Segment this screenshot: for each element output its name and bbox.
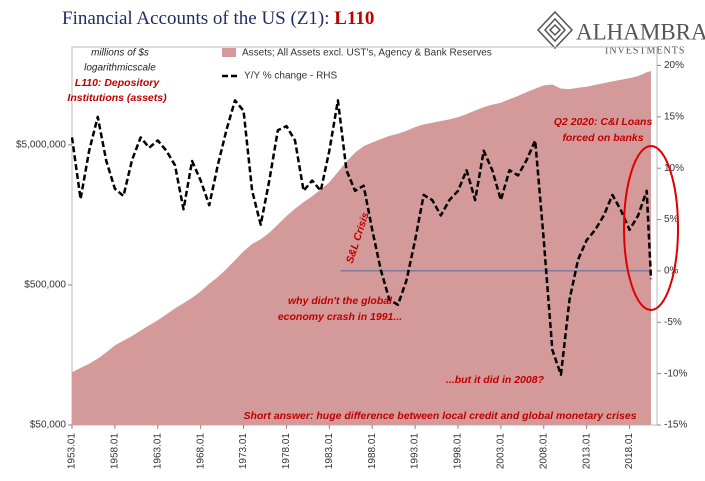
x-tick-label: 1973.01 [238, 433, 249, 470]
legend-label: Y/Y % change - RHS [244, 71, 338, 82]
y2-tick-label: 10% [664, 163, 684, 174]
legend-swatch [222, 48, 236, 57]
y-tick-label: $500,000 [24, 280, 66, 291]
annotation: millions of $s [91, 48, 149, 59]
plot: $50,000 $500,000 $5,000,000 20% 15% 10% 5% 0% -5… [16, 46, 687, 470]
x-tick-label: 1968.01 [195, 433, 206, 470]
x-tick-label: 2018.01 [624, 433, 635, 470]
y2-tick-label: -10% [664, 368, 687, 379]
line [70, 99, 653, 376]
annotation: logarithmicscale [84, 63, 156, 74]
annotation: why didn't the global [288, 295, 393, 307]
x-tick-label: 2003.01 [496, 433, 507, 470]
x-tick-label: 1978.01 [281, 433, 292, 470]
x-tick-label: 2013.01 [581, 433, 592, 470]
area [72, 71, 651, 426]
title-highlight: L110 [334, 8, 374, 29]
annotation: economy crash in 1991... [278, 311, 402, 323]
x-tick-label: 1998.01 [453, 433, 464, 470]
logo-icon [536, 10, 574, 50]
y-tick-label: $5,000,000 [16, 140, 66, 151]
annotation: Short answer: huge difference between lo… [243, 410, 636, 422]
x-tick-label: 1993.01 [410, 433, 421, 470]
annotation: Institutions (assets) [67, 92, 167, 104]
y2-tick-label: -5% [664, 317, 682, 328]
y2-tick-label: 15% [664, 111, 684, 122]
logo-name: ALHAMBRA [576, 19, 705, 44]
y2-tick-label: 20% [664, 60, 684, 71]
x-tick-label: 1958.01 [110, 433, 121, 470]
annotation: forced on banks [562, 132, 643, 144]
y-tick-label: $50,000 [30, 420, 67, 431]
x-tick-label: 1953.01 [67, 433, 78, 470]
highlight-ellipse [623, 145, 679, 311]
annotation: ...but it did in 2008? [446, 374, 545, 386]
y2-tick-label: 5% [664, 214, 679, 225]
x-tick-label: 1988.01 [367, 433, 378, 470]
logo-tagline: INVESTMENTS [605, 45, 685, 56]
y2-tick-label: -15% [664, 420, 687, 431]
annotation: Q2 2020: C&I Loans [554, 116, 653, 128]
annotation: L110: Depository [75, 77, 161, 89]
x-tick-label: 1983.01 [324, 433, 335, 470]
x-tick-label: 2008.01 [538, 433, 549, 470]
title-text: Financial Accounts of the US (Z1): [62, 8, 334, 29]
legend-label: Assets; All Assets excl. UST's, Agency &… [242, 48, 492, 59]
chart-title: Financial Accounts of the US (Z1): L110 [62, 8, 374, 29]
x-tick-label: 1963.01 [152, 433, 163, 470]
y2-tick-label: 0% [664, 266, 679, 277]
